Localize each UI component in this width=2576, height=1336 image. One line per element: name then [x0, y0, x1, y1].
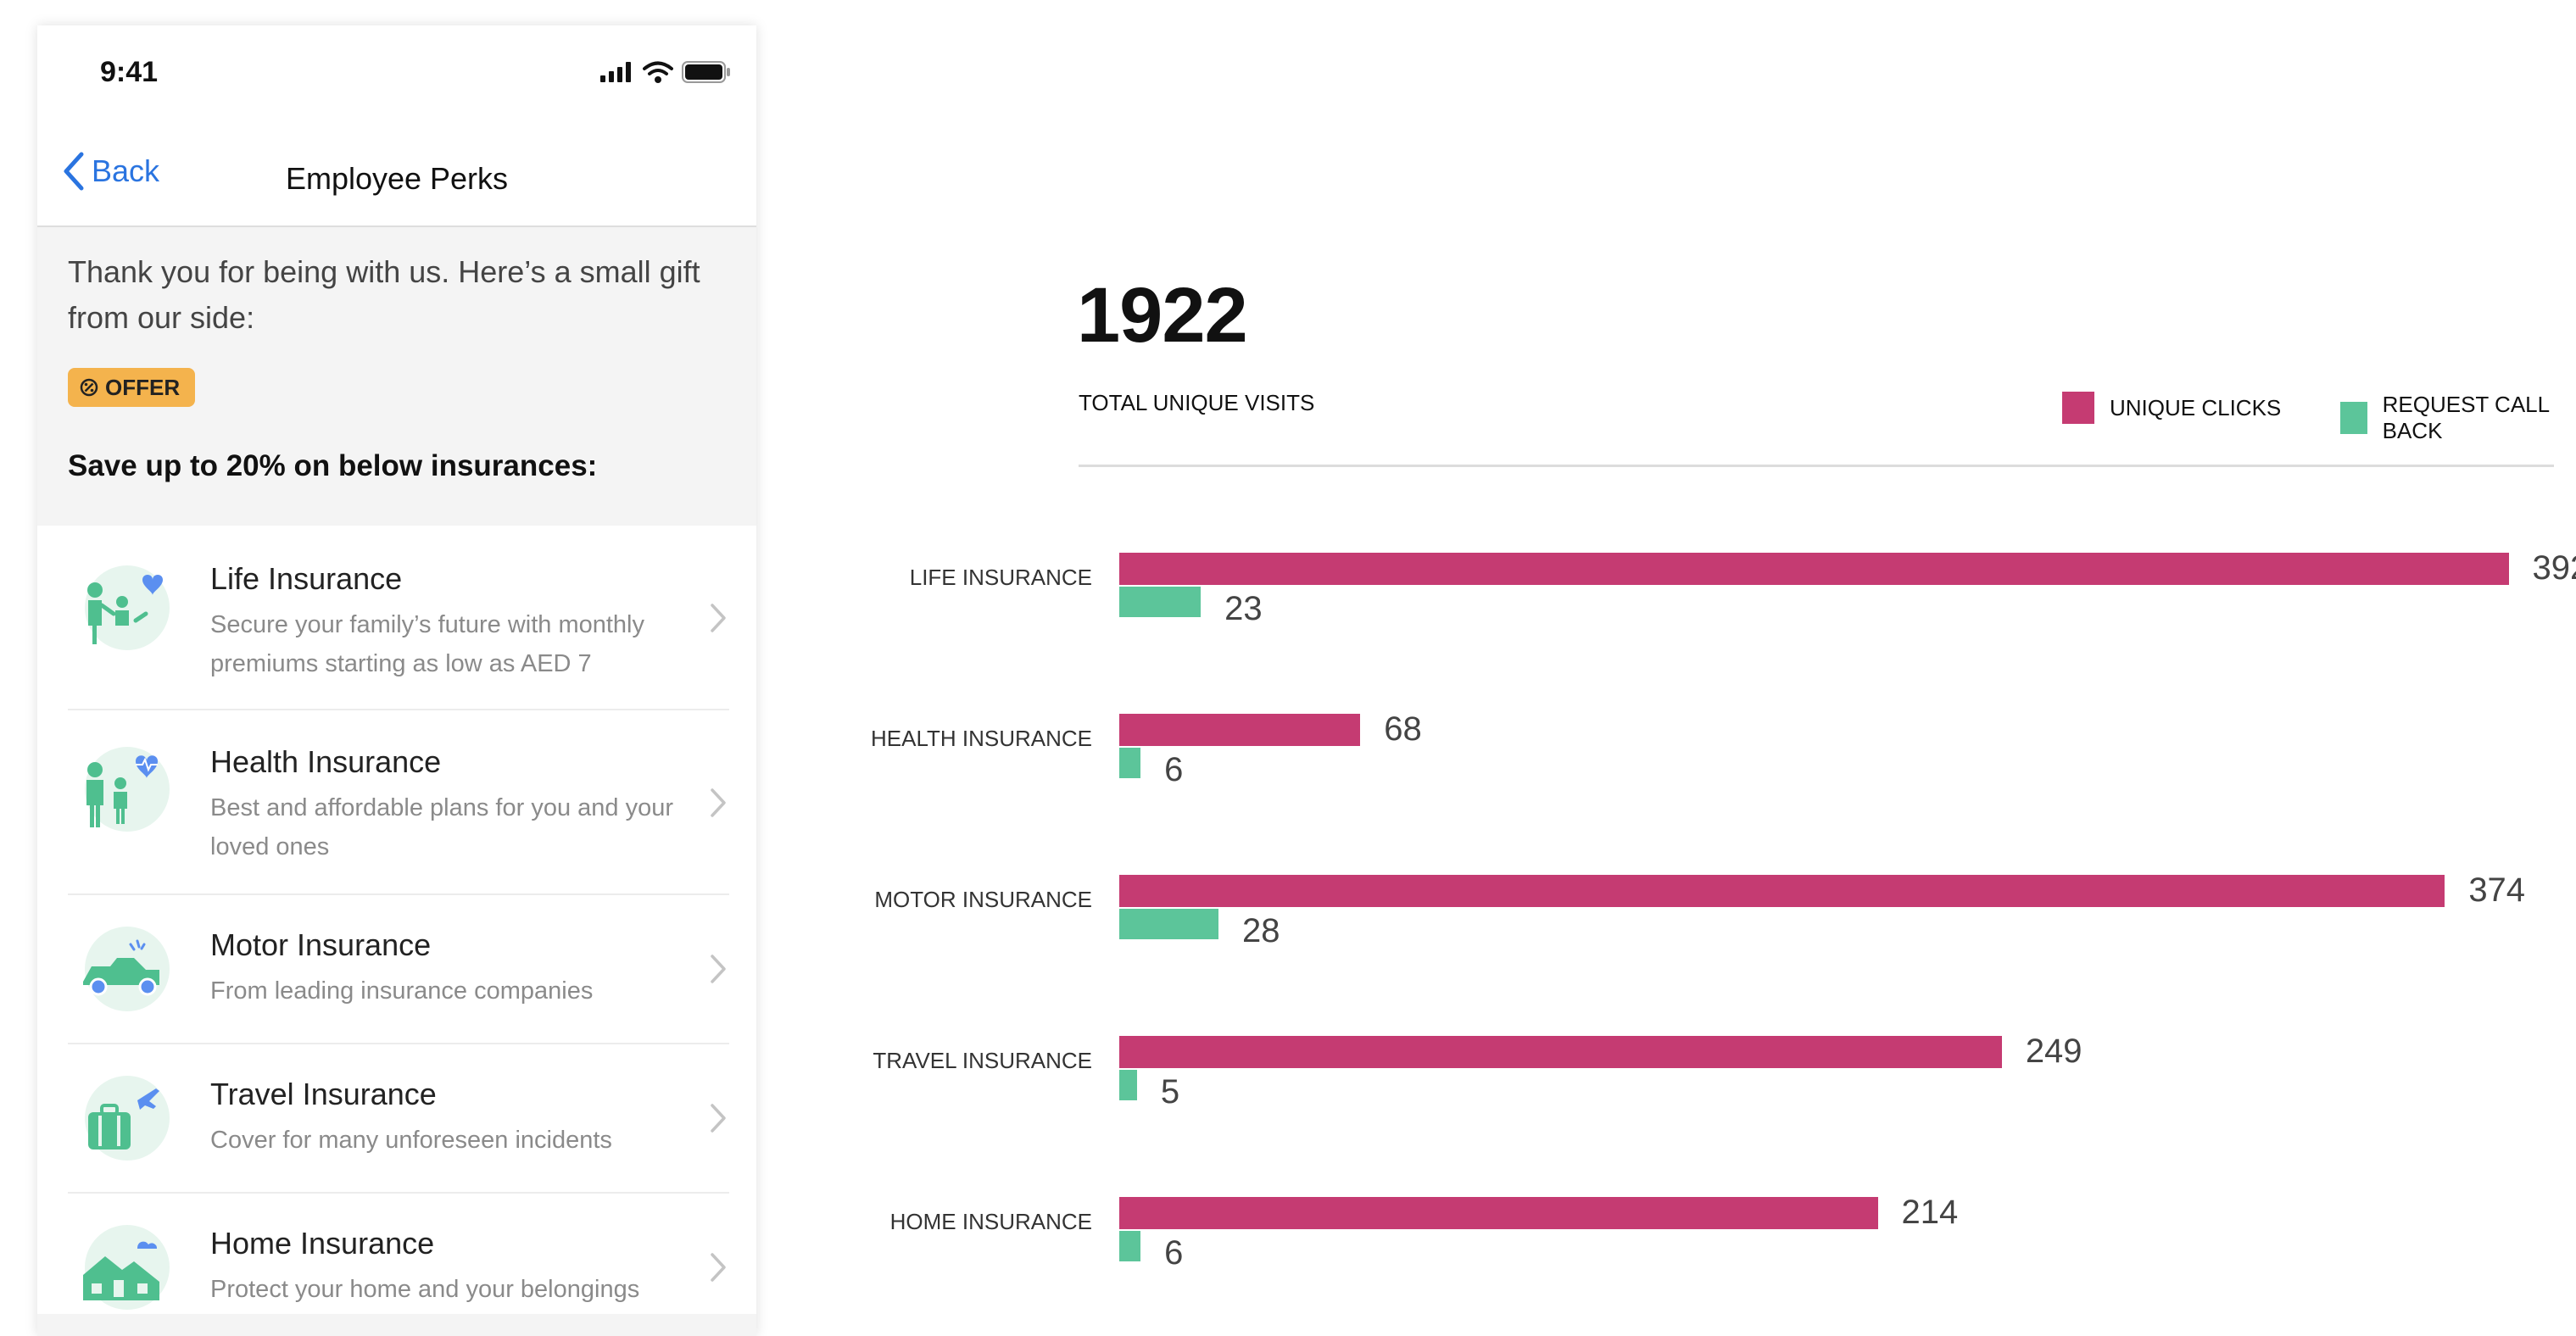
item-title: Motor Insurance: [210, 927, 432, 962]
value-label-travel-insurance-unique-clicks: 249: [2025, 1033, 2083, 1070]
luggage-plane-icon: [85, 1076, 170, 1161]
item-title: Health Insurance: [210, 744, 442, 779]
value-label-home-insurance-request-call-back: 6: [1164, 1234, 1184, 1272]
bar-motor-insurance-request-call-back: [1119, 909, 1219, 939]
legend-label-request-call-back: REQUEST CALL BACK: [2382, 392, 2550, 443]
item-description: Cover for many unforeseen incidents: [210, 1127, 612, 1154]
item-description: Protect your home and your belongings: [210, 1276, 640, 1303]
house-cloud-icon: [83, 1225, 170, 1310]
item-description: From leading insurance companies: [210, 977, 594, 1005]
item-description: Best and affordable plans for you and yo…: [210, 794, 674, 860]
chevron-left-icon: [64, 152, 84, 191]
car-crash-icon: [83, 927, 170, 1011]
status-bar: 9:41: [37, 25, 756, 127]
status-icons: [600, 61, 731, 83]
legend-unique-clicks: UNIQUE CLICKS: [2062, 392, 2281, 424]
page-title: Employee Perks: [285, 161, 509, 196]
legend-swatch-request-call-back: [2340, 402, 2367, 434]
bar-life-insurance-request-call-back: [1119, 587, 1202, 617]
value-label-home-insurance-unique-clicks: 214: [1901, 1194, 1959, 1231]
chevron-right-icon: [711, 604, 726, 632]
chevron-right-icon: [711, 1253, 726, 1282]
status-time: 9:41: [100, 56, 159, 88]
bar-motor-insurance-unique-clicks: [1119, 875, 2445, 907]
list-item-life-insurance[interactable]: Life Insurance Secure your family’s futu…: [37, 526, 756, 710]
signal-icon: [600, 62, 631, 82]
family-heart-icon: [85, 565, 170, 650]
chevron-right-icon: [711, 788, 726, 817]
offer-badge: OFFER: [68, 368, 196, 407]
back-label: Back: [92, 153, 160, 188]
value-label-motor-insurance-unique-clicks: 374: [2468, 871, 2526, 909]
bar-travel-insurance-unique-clicks: [1119, 1036, 2002, 1068]
percent-icon: [80, 378, 98, 397]
nav-bar: Back Employee Perks: [37, 127, 756, 227]
category-label-health-insurance: HEALTH INSURANCE: [870, 726, 1092, 751]
category-label-travel-insurance: TRAVEL INSURANCE: [873, 1048, 1092, 1073]
divider: [68, 709, 729, 710]
divider: [68, 1043, 729, 1044]
total-visits-label: TOTAL UNIQUE VISITS: [1079, 390, 1315, 415]
bar-health-insurance-request-call-back: [1119, 748, 1141, 778]
value-label-life-insurance-request-call-back: 23: [1224, 590, 1263, 627]
item-description: Secure your family’s future with monthly…: [210, 611, 645, 677]
back-button[interactable]: Back: [63, 151, 159, 192]
item-title: Home Insurance: [210, 1226, 435, 1261]
bar-home-insurance-unique-clicks: [1119, 1197, 1878, 1229]
legend-request-call-back: REQUEST CALL BACK: [2340, 392, 2576, 444]
list-item-travel-insurance[interactable]: Travel Insurance Cover for many unforese…: [37, 1044, 756, 1194]
legend-label-unique-clicks: UNIQUE CLICKS: [2110, 394, 2282, 420]
bar-travel-insurance-request-call-back: [1119, 1070, 1137, 1100]
value-label-health-insurance-unique-clicks: 68: [1384, 710, 1422, 748]
phone-screen: 9:41 Back Employee Perks: [37, 25, 756, 1336]
wifi-icon: [643, 61, 673, 83]
value-label-health-insurance-request-call-back: 6: [1164, 751, 1184, 788]
item-title: Travel Insurance: [210, 1077, 437, 1111]
value-label-motor-insurance-request-call-back: 28: [1242, 912, 1280, 949]
insurance-list: Life Insurance Secure your family’s futu…: [37, 526, 756, 1314]
value-label-life-insurance-unique-clicks: 392: [2532, 549, 2576, 587]
chevron-right-icon: [711, 955, 726, 983]
chevron-right-icon: [711, 1104, 726, 1133]
header-divider: [1079, 465, 2554, 467]
category-label-home-insurance: HOME INSURANCE: [889, 1209, 1092, 1234]
offer-label: OFFER: [105, 374, 181, 400]
item-title: Life Insurance: [210, 561, 403, 596]
category-label-life-insurance: LIFE INSURANCE: [909, 565, 1092, 590]
intro-text: Thank you for being with us. Here’s a sm…: [68, 254, 700, 335]
family-heartbeat-icon: [85, 747, 170, 832]
bar-home-insurance-request-call-back: [1119, 1231, 1141, 1261]
save-text: Save up to 20% on below insurances:: [68, 449, 598, 482]
list-item-motor-insurance[interactable]: Motor Insurance From leading insurance c…: [37, 895, 756, 1044]
category-label-motor-insurance: MOTOR INSURANCE: [874, 887, 1092, 912]
total-visits-value: 1922: [1077, 272, 1248, 359]
bar-life-insurance-unique-clicks: [1119, 553, 2509, 585]
divider: [68, 1192, 729, 1194]
perks-dashboard: 1922 TOTAL UNIQUE VISITS UNIQUE CLICKS R…: [763, 0, 2576, 1336]
list-item-health-insurance[interactable]: Health Insurance Best and affordable pla…: [37, 710, 756, 895]
list-item-home-insurance[interactable]: Home Insurance Protect your home and you…: [37, 1194, 756, 1336]
legend-swatch-unique-clicks: [2062, 392, 2094, 424]
bar-health-insurance-unique-clicks: [1119, 714, 1361, 746]
battery-icon: [682, 61, 730, 83]
divider: [68, 893, 729, 895]
value-label-travel-insurance-request-call-back: 5: [1160, 1073, 1180, 1111]
